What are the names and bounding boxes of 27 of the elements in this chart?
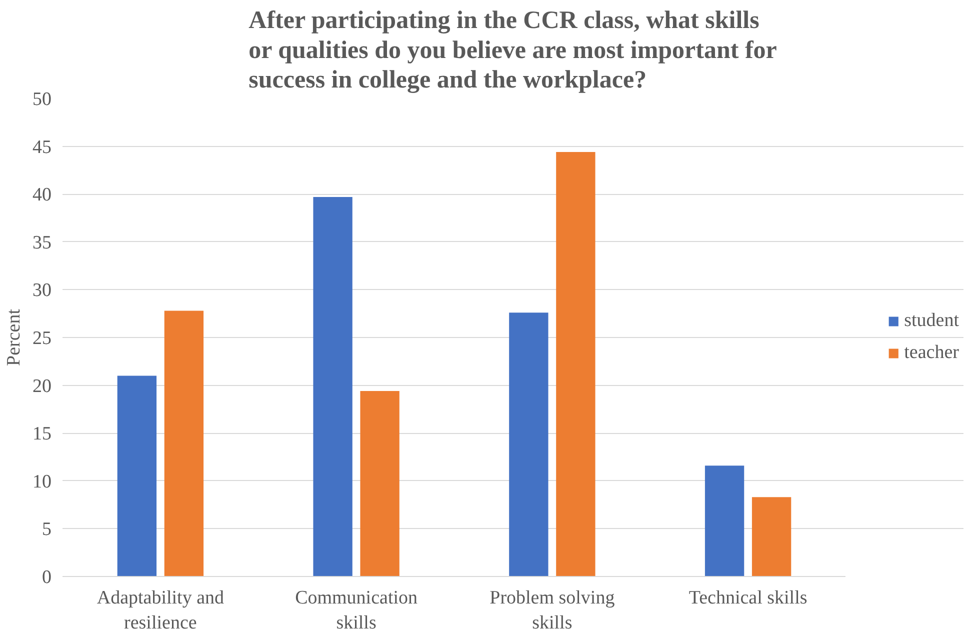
bar <box>313 196 352 576</box>
y-axis-title: Percent <box>4 308 24 366</box>
bar <box>360 391 400 576</box>
bar <box>509 312 548 576</box>
legend-label: teacher <box>904 342 959 364</box>
y-tick-label: 25 <box>32 328 52 349</box>
bar <box>556 152 596 576</box>
x-tick-label: Technical skills <box>688 588 808 608</box>
x-tick-label: Adaptability and resilience <box>96 588 225 634</box>
y-tick-label: 20 <box>32 376 52 397</box>
y-tick-label: 10 <box>32 471 52 492</box>
bar <box>164 310 204 576</box>
bar <box>117 376 157 576</box>
y-tick-label: 35 <box>32 232 52 254</box>
y-tick-label: 15 <box>32 424 52 445</box>
y-tick-label: 40 <box>32 184 52 206</box>
x-tick-label: Problem solving skills <box>490 588 616 634</box>
bar <box>752 497 792 576</box>
x-tick-label: Communication skills <box>295 588 418 634</box>
y-tick-label: 5 <box>42 519 52 540</box>
y-tick-label: 0 <box>42 567 52 588</box>
chart-title: After participating in the CCR class, what skills or qualities do you believe are most important for success in college and the workplace? <box>248 7 777 94</box>
y-tick-label: 50 <box>32 89 52 110</box>
y-tick-label: 30 <box>32 280 52 302</box>
legend-label: student <box>904 310 959 332</box>
y-tick-label: 45 <box>32 136 52 158</box>
bar <box>704 466 744 576</box>
